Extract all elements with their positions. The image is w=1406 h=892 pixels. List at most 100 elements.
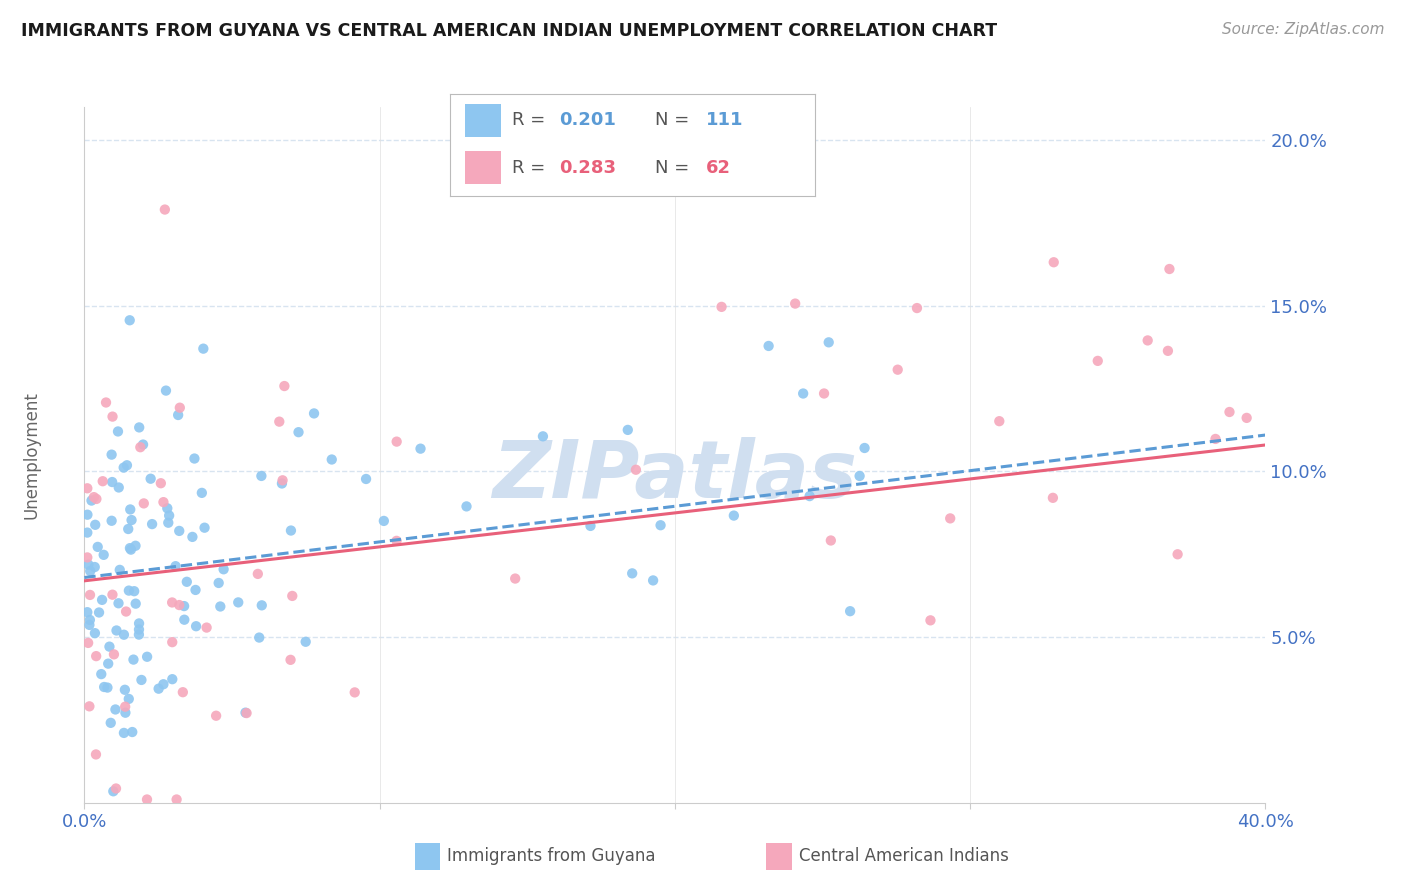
Point [167, 598, 190, 612]
Point [93, 680, 115, 694]
Point [156, 501, 179, 516]
Text: R =: R = [512, 112, 551, 129]
Point [84, 626, 107, 640]
Point [112, 628, 135, 642]
Point [139, 472, 162, 486]
Point [1204, 432, 1226, 446]
Text: Unemployment: Unemployment [22, 391, 41, 519]
Text: N =: N = [655, 159, 695, 177]
Point [76, 525, 98, 540]
Point [235, 706, 257, 720]
Text: 111: 111 [706, 112, 744, 129]
Point [76, 508, 98, 522]
Point [385, 434, 408, 449]
Point [1167, 547, 1189, 561]
Point [118, 583, 141, 598]
Point [122, 652, 145, 666]
Point [98, 640, 121, 654]
Point [79, 564, 101, 578]
Point [503, 572, 526, 586]
Point [129, 440, 152, 454]
Point [1087, 354, 1109, 368]
Point [90, 667, 112, 681]
Point [152, 677, 174, 691]
Point [250, 599, 273, 613]
Text: R =: R = [512, 159, 551, 177]
Point [87, 606, 110, 620]
FancyBboxPatch shape [464, 104, 501, 136]
Point [84, 649, 107, 664]
Point [83, 560, 105, 574]
Point [758, 339, 780, 353]
Point [173, 613, 195, 627]
Point [205, 708, 228, 723]
Point [79, 699, 101, 714]
Point [723, 508, 745, 523]
Point [157, 508, 180, 523]
Point [643, 574, 665, 588]
Point [141, 517, 163, 532]
Point [114, 699, 136, 714]
Point [191, 486, 214, 500]
Point [136, 792, 159, 806]
Point [105, 624, 128, 638]
Point [115, 458, 138, 473]
Point [813, 386, 835, 401]
Point [122, 584, 145, 599]
Point [193, 521, 215, 535]
Point [83, 490, 105, 504]
Point [80, 493, 103, 508]
Point [86, 491, 108, 506]
Point [132, 437, 155, 451]
Point [920, 613, 942, 627]
Point [100, 448, 122, 462]
Point [785, 296, 807, 310]
Point [108, 563, 131, 577]
Point [792, 386, 814, 401]
Point [1159, 262, 1181, 277]
Point [817, 335, 839, 350]
Point [152, 495, 174, 509]
Point [162, 672, 184, 686]
Point [107, 481, 129, 495]
Point [294, 634, 316, 648]
Point [86, 540, 108, 554]
Point [621, 566, 644, 581]
Point [128, 420, 150, 434]
Point [79, 613, 101, 627]
Point [195, 621, 218, 635]
Point [94, 395, 117, 409]
Point [76, 605, 98, 619]
Point [302, 406, 325, 420]
Point [157, 516, 180, 530]
Point [84, 747, 107, 762]
Point [169, 401, 191, 415]
Point [103, 648, 125, 662]
Point [120, 502, 142, 516]
Point [121, 513, 143, 527]
Text: IMMIGRANTS FROM GUYANA VS CENTRAL AMERICAN INDIAN UNEMPLOYMENT CORRELATION CHART: IMMIGRANTS FROM GUYANA VS CENTRAL AMERIC… [21, 22, 997, 40]
Point [212, 562, 235, 576]
Point [226, 595, 249, 609]
Point [114, 682, 136, 697]
Point [93, 548, 115, 562]
Point [114, 706, 136, 720]
Point [1236, 410, 1258, 425]
Point [128, 627, 150, 641]
Point [343, 685, 366, 699]
Text: 0.283: 0.283 [560, 159, 617, 177]
Point [321, 452, 343, 467]
Point [250, 469, 273, 483]
Point [112, 460, 135, 475]
Point [287, 425, 309, 440]
FancyBboxPatch shape [464, 151, 501, 184]
Point [100, 514, 122, 528]
Point [1042, 255, 1064, 269]
Point [77, 636, 100, 650]
Point [650, 518, 672, 533]
Text: ZIPatlas: ZIPatlas [492, 437, 858, 515]
Point [107, 425, 129, 439]
Point [76, 481, 98, 495]
Point [148, 681, 170, 696]
Point [624, 463, 647, 477]
